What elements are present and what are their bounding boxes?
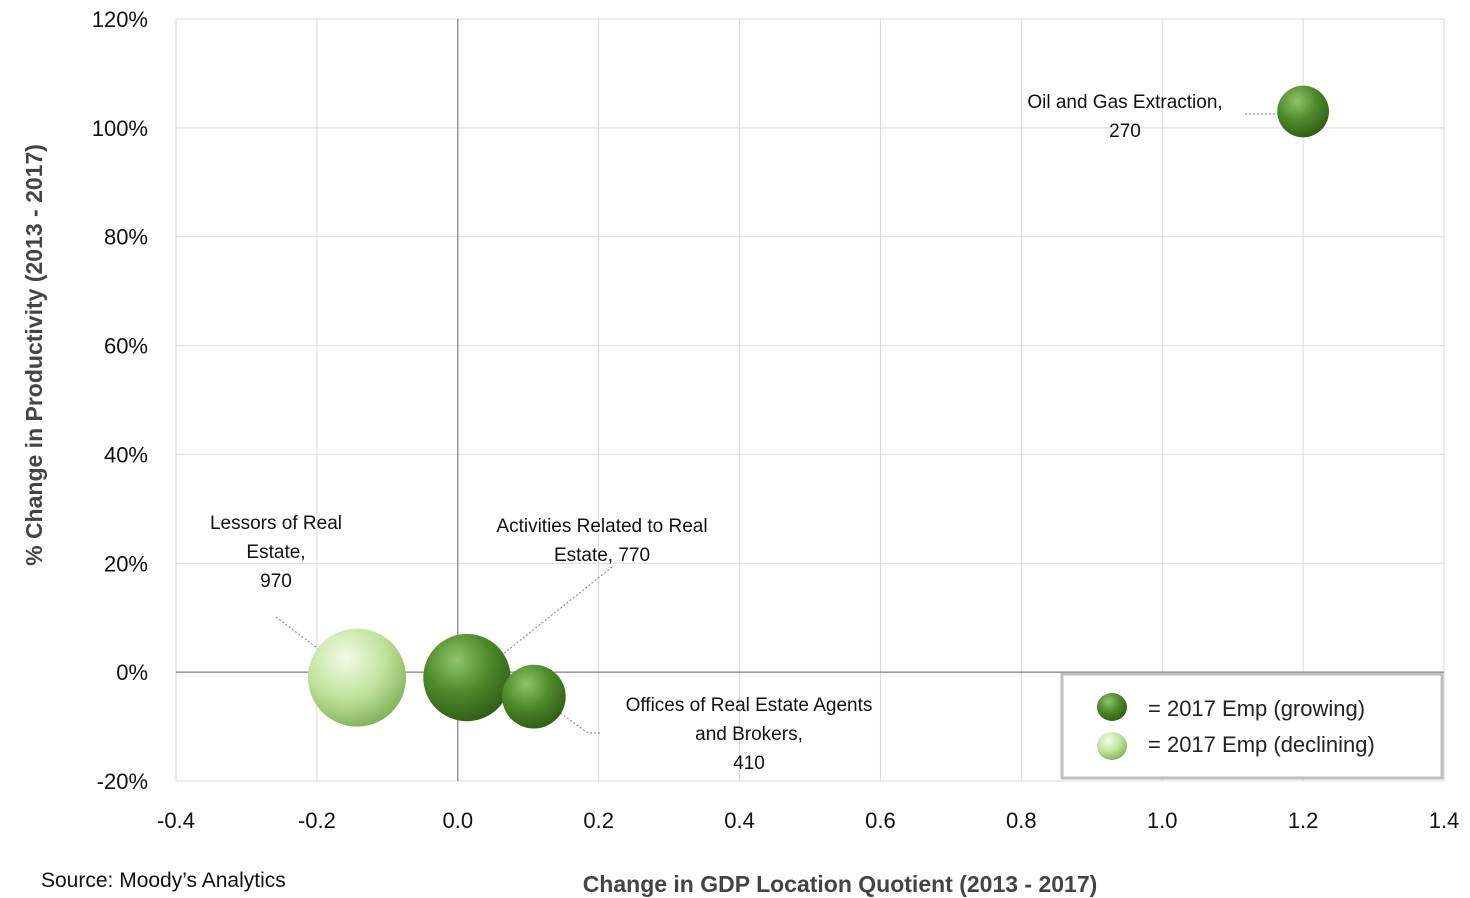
- y-tick-label: -20%: [97, 769, 148, 794]
- legend: = 2017 Emp (growing) = 2017 Emp (declini…: [1060, 672, 1444, 780]
- bubble-declining: [308, 628, 407, 727]
- y-tick-label: 100%: [92, 116, 148, 141]
- bubble-labels: Oil and Gas Extraction, 270 Lessors of Rea…: [210, 92, 1223, 774]
- x-tick-label: 1.0: [1147, 808, 1178, 833]
- x-tick-label: 1.2: [1288, 808, 1319, 833]
- bubble-growing: [423, 633, 511, 722]
- bubble-growing: [1277, 85, 1329, 138]
- bubbles: [308, 85, 1329, 729]
- x-tick-label: 0.0: [442, 808, 473, 833]
- legend-swatch-growing: [1097, 693, 1127, 721]
- y-tick-label: 60%: [104, 334, 148, 359]
- bubble-label: Oil and Gas Extraction, 270: [1027, 92, 1222, 142]
- leader-line: [544, 701, 600, 734]
- legend-label-declining: = 2017 Emp (declining): [1148, 732, 1375, 757]
- legend-swatch-declining: [1097, 732, 1127, 760]
- bubble-label: Lessors of Real Estate, 970: [210, 513, 342, 592]
- leader-line: [477, 566, 613, 675]
- x-tick-label: 0.6: [865, 808, 896, 833]
- source-note: Source: Moody’s Analytics: [41, 869, 286, 892]
- y-tick-label: 0%: [116, 660, 148, 685]
- y-axis-title: % Change in Productivity (2013 - 2017): [21, 144, 47, 566]
- y-axis-ticks: -20% 0% 20% 40% 60% 80% 100% 120%: [92, 7, 148, 794]
- y-tick-label: 80%: [104, 225, 148, 250]
- x-axis-ticks: -0.4 -0.2 0.0 0.2 0.4 0.6 0.8 1.0 1.2 1.4: [157, 808, 1459, 833]
- x-tick-label: 0.2: [583, 808, 614, 833]
- y-tick-label: 20%: [104, 551, 148, 576]
- x-tick-label: 0.8: [1006, 808, 1037, 833]
- x-tick-label: 1.4: [1429, 808, 1460, 833]
- bubble-label: Offices of Real Estate Agents and Brokers…: [626, 695, 873, 774]
- bubble-growing: [502, 664, 566, 729]
- y-tick-label: 40%: [104, 442, 148, 467]
- bubble-label: Activities Related to Real Estate, 770: [496, 516, 707, 566]
- x-tick-label: -0.2: [298, 808, 336, 833]
- y-tick-label: 120%: [92, 7, 148, 32]
- legend-label-growing: = 2017 Emp (growing): [1148, 696, 1365, 721]
- gridlines: [175, 18, 1445, 782]
- x-tick-label: 0.4: [724, 808, 755, 833]
- x-axis-title: Change in GDP Location Quotient (2013 - …: [583, 871, 1098, 897]
- x-tick-label: -0.4: [157, 808, 195, 833]
- legend-box: [1060, 672, 1444, 780]
